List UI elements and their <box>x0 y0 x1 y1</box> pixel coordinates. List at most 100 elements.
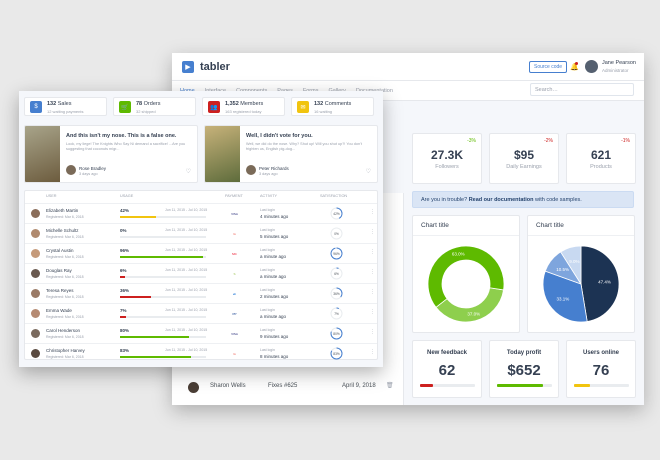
activity-time: 5 minutes ago <box>260 234 289 239</box>
nav-item-forms[interactable]: Forms <box>303 88 319 94</box>
registered-date: Registered: Mar 6, 2018 <box>46 295 84 299</box>
usage-range: Jun 11, 2015 - Jul 10, 2015 <box>165 288 208 292</box>
avatar <box>31 229 40 238</box>
usage-bar <box>120 216 206 218</box>
satisfaction-ring: 6% <box>330 267 343 280</box>
ring-fill <box>330 287 343 300</box>
nav-item-interface[interactable]: Interface <box>205 88 226 94</box>
more-icon[interactable]: ⋮ <box>370 209 375 215</box>
ebay-icon: eb <box>232 291 237 296</box>
table-row[interactable]: Carol Henderson Registered: Mar 6, 2018 80… <box>25 323 377 344</box>
alert-text: Are you in trouble? <box>421 197 469 203</box>
mini-stat-card: 👥 1,352 Members 163 registered today <box>202 97 285 116</box>
blog-title[interactable]: And this isn't my nose. This is a false … <box>66 133 177 139</box>
registered-date: Registered: Mar 6, 2018 <box>46 215 84 219</box>
search-input[interactable]: Search… <box>530 83 634 96</box>
activity-time: a minute ago <box>260 254 287 259</box>
blog-image[interactable] <box>25 126 60 182</box>
usage-percent: 42% <box>120 208 130 213</box>
nav-item-gallery[interactable]: Gallery <box>328 88 345 94</box>
blog-card[interactable]: And this isn't my nose. This is a false … <box>24 125 198 183</box>
chart-slice[interactable] <box>560 245 582 286</box>
more-icon[interactable]: ⋮ <box>370 329 375 335</box>
chart-slice[interactable] <box>580 245 620 322</box>
mini-stat-sub: 16 waiting <box>314 109 333 114</box>
table-row[interactable]: Elizabeth Martin Registered: Mar 6, 2018 4… <box>25 203 377 224</box>
mini-stat-value: 78 <box>136 101 143 107</box>
progress-bar <box>573 384 629 387</box>
nav-item-documentation[interactable]: Documentation <box>356 88 393 94</box>
blog-author[interactable]: Peter Richards <box>259 166 289 171</box>
more-icon[interactable]: ⋮ <box>370 229 375 235</box>
more-icon[interactable]: ⋮ <box>370 349 375 355</box>
trash-icon[interactable]: 🗑 <box>386 383 394 389</box>
avatar <box>31 269 40 278</box>
orders-icon: 🛒 <box>119 101 131 113</box>
mini-stat-title: 132 Sales <box>47 101 71 107</box>
blog-card[interactable]: Well, I didn't vote for you. Well, we did… <box>204 125 378 183</box>
slice-label: 10.5% <box>556 267 569 272</box>
blog-author[interactable]: Rose Bradley <box>79 166 107 171</box>
satisfaction-value: 83% <box>333 352 340 356</box>
more-icon[interactable]: ⋮ <box>370 289 375 295</box>
ring-fill <box>330 267 343 280</box>
chart-slice[interactable] <box>427 245 505 308</box>
comments-icon: ✉ <box>297 101 309 113</box>
col-satisfaction: SATISFACTION <box>320 194 348 198</box>
activity-time: 2 minutes ago <box>260 294 289 299</box>
chart-title: Chart title <box>528 216 634 236</box>
user-name[interactable]: Jane Pearson <box>602 60 636 66</box>
blog-image[interactable] <box>205 126 240 182</box>
mini-stat-label: Comments <box>324 101 352 107</box>
table-row[interactable]: Christopher Harvey Registered: Mar 6, 201… <box>25 343 377 364</box>
table-row: Sharon Wells Fixes #625 April 9, 2018 🗑 <box>172 379 404 397</box>
summary-card: New feedback 62 <box>412 340 482 398</box>
last-login-label: Last login <box>260 328 275 332</box>
blog-title[interactable]: Well, I didn't vote for you. <box>246 133 313 139</box>
row-name: Sharon Wells <box>210 383 246 389</box>
stat-value: 27.3K <box>430 148 464 162</box>
usage-percent: 0% <box>120 228 127 233</box>
usage-percent: 7% <box>120 308 127 313</box>
nav-item-pages[interactable]: Pages <box>277 88 293 94</box>
more-icon[interactable]: ⋮ <box>370 269 375 275</box>
bell-icon[interactable]: 🔔 <box>570 64 579 71</box>
summary-value: 76 <box>592 362 610 379</box>
satisfaction-ring: 7% <box>330 307 343 320</box>
source-code-button[interactable]: Source code <box>529 61 568 73</box>
avatar[interactable] <box>585 60 598 73</box>
heart-icon[interactable]: ♡ <box>365 169 371 175</box>
ring-fill <box>330 307 343 320</box>
brand-name[interactable]: tabler <box>200 60 230 73</box>
usage-fill <box>120 296 151 298</box>
user-name: Christopher Harvey <box>46 348 85 353</box>
alert-bar: Are you in trouble? Read our documentati… <box>412 191 634 208</box>
table-row[interactable]: Teresa Reyes Registered: Mar 6, 2018 36% Ju… <box>25 283 377 304</box>
nav-item-components[interactable]: Components <box>236 88 267 94</box>
chart-slice[interactable] <box>435 287 504 323</box>
table-row[interactable]: Crystal Austin Registered: Mar 6, 2018 96%… <box>25 243 377 264</box>
slice-label: 47.4% <box>598 280 611 285</box>
table-row[interactable]: Michelle Schultz Registered: Mar 6, 2018 0… <box>25 223 377 244</box>
more-icon[interactable]: ⋮ <box>370 309 375 315</box>
tabler-logo-icon[interactable]: ▶ <box>182 60 194 73</box>
mini-stat-label: Orders <box>143 101 161 107</box>
stat-value: $95 <box>513 148 535 162</box>
last-login-label: Last login <box>260 248 275 252</box>
nav-item-home[interactable]: Home <box>180 88 195 94</box>
ring-fill <box>330 247 343 260</box>
satisfaction-ring: 0% <box>330 227 343 240</box>
table-row[interactable]: Douglas Ray Registered: Mar 6, 2018 6% Jun … <box>25 263 377 284</box>
more-icon[interactable]: ⋮ <box>370 249 375 255</box>
heart-icon[interactable]: ♡ <box>185 169 191 175</box>
user-name: Teresa Reyes <box>46 288 74 293</box>
slice-label: 33.1% <box>557 297 570 302</box>
stat-card: -3% 27.3K Followers <box>412 133 482 184</box>
summary-card: Today profit $652 <box>489 340 559 398</box>
chart-slice[interactable] <box>542 270 588 323</box>
mini-stat-label: Members <box>240 101 264 107</box>
satisfaction-ring: 83% <box>330 347 343 360</box>
table-row[interactable]: Emma Wade Registered: Mar 6, 2018 7% Jun 11… <box>25 303 377 324</box>
documentation-link[interactable]: Read our documentation <box>468 197 534 203</box>
col-payment: PAYMENT <box>225 194 243 198</box>
